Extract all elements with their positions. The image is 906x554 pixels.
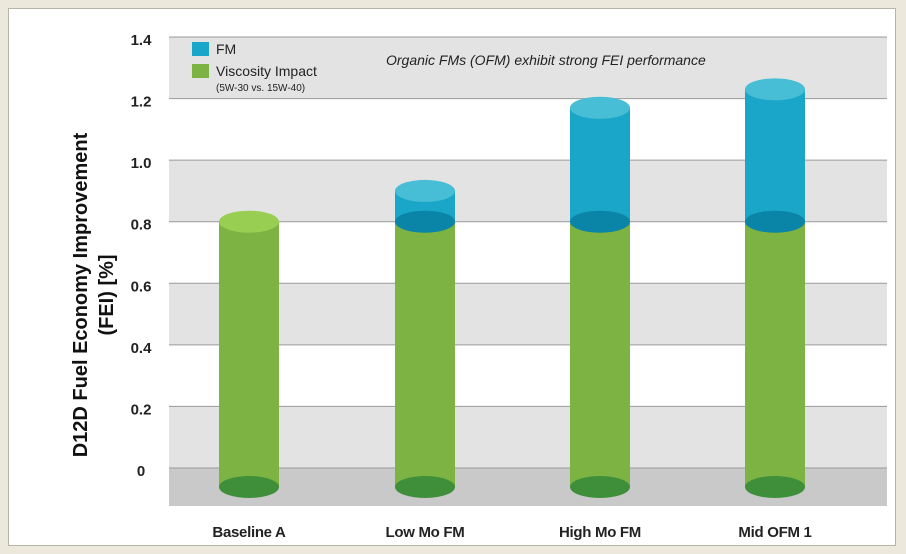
- y-tick-label: 1.4: [131, 32, 153, 49]
- legend: FM Viscosity Impact (5W-30 vs. 15W-40): [192, 41, 317, 94]
- bar-fm-top-ellipse: [395, 179, 455, 202]
- category-label: Mid OFM 1: [738, 524, 811, 541]
- y-axis-title-line1: D12D Fuel Economy Improvement: [70, 132, 92, 457]
- y-tick-label: 1.2: [131, 94, 152, 111]
- bar-fm-body: [570, 107, 630, 222]
- y-axis-title: D12D Fuel Economy Improvement (FEI) [%]: [70, 132, 118, 457]
- bar-viscosity-body: [395, 221, 455, 487]
- legend-swatch-viscosity: [192, 64, 209, 78]
- chart-frame: 0 0.2 0.4 0.6 0.8 1.0 1.2 1.4 Baseline A Low Mo …: [8, 8, 896, 546]
- category-label: High Mo FM: [559, 524, 641, 541]
- bar-group: [570, 96, 630, 498]
- bar-fm-top-ellipse: [745, 78, 805, 101]
- bar-fm-bottom-ellipse: [570, 210, 630, 233]
- bar-base-ellipse: [395, 476, 455, 498]
- bar-group: [219, 210, 279, 498]
- legend-swatch-fm: [192, 42, 209, 56]
- chart-annotation: Organic FMs (OFM) exhibit strong FEI per…: [386, 52, 706, 68]
- bar-viscosity-body: [219, 221, 279, 487]
- bar-fm-bottom-ellipse: [395, 210, 455, 233]
- bar-fm-bottom-ellipse: [745, 210, 805, 233]
- bar-group: [395, 179, 455, 498]
- y-axis-title-line2: (FEI) [%]: [96, 254, 118, 335]
- category-label: Low Mo FM: [386, 524, 465, 541]
- legend-label-viscosity: Viscosity Impact: [216, 63, 317, 79]
- y-tick-label: 0.2: [131, 401, 152, 418]
- fei-bar-chart: 0 0.2 0.4 0.6 0.8 1.0 1.2 1.4 Baseline A Low Mo …: [70, 32, 887, 541]
- bar-viscosity-top-ellipse: [219, 210, 279, 233]
- bar-viscosity-body: [745, 221, 805, 487]
- y-tick-labels: 0 0.2 0.4 0.6 0.8 1.0 1.2 1.4: [131, 32, 153, 480]
- bar-base-ellipse: [219, 476, 279, 498]
- y-tick-label: 0.8: [131, 217, 152, 234]
- bar-viscosity-body: [570, 221, 630, 487]
- y-tick-label: 0.6: [131, 278, 152, 295]
- legend-sublabel: (5W-30 vs. 15W-40): [216, 83, 305, 94]
- bars: [219, 78, 805, 498]
- y-tick-label: 0.4: [131, 340, 153, 357]
- y-tick-label: 1.0: [131, 155, 152, 172]
- bar-base-ellipse: [570, 476, 630, 498]
- bar-fm-top-ellipse: [570, 96, 630, 119]
- y-tick-label: 0: [137, 463, 145, 480]
- bar-fm-body: [745, 89, 805, 222]
- bar-base-ellipse: [745, 476, 805, 498]
- bar-group: [745, 78, 805, 498]
- category-label: Baseline A: [212, 524, 286, 541]
- category-labels: Baseline A Low Mo FM High Mo FM Mid OFM 1: [212, 524, 811, 541]
- legend-label-fm: FM: [216, 41, 236, 57]
